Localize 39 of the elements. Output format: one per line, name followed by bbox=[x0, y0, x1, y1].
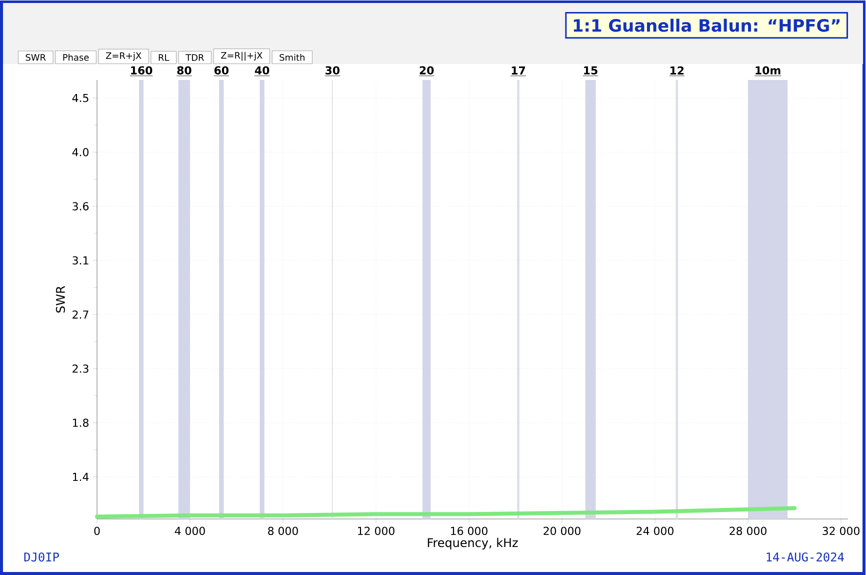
y-tick-label: 2.3 bbox=[72, 364, 88, 373]
x-axis-title: Frequency, kHz bbox=[428, 538, 518, 550]
band-label: 60 bbox=[214, 66, 228, 74]
y-tick-label: 4.5 bbox=[72, 94, 88, 102]
text: Smith bbox=[280, 54, 304, 61]
text: Z=R+jX bbox=[106, 52, 142, 61]
x-tick-label: 28 000 bbox=[730, 526, 766, 536]
text: Phase bbox=[63, 54, 89, 61]
y-axis-title: SWR bbox=[56, 286, 65, 313]
text: SWR bbox=[26, 54, 46, 61]
text: DJ0IP bbox=[24, 552, 59, 562]
band-label: 80 bbox=[177, 66, 192, 74]
y-tick-label: 1.4 bbox=[73, 472, 89, 481]
x-tick-label: 4 000 bbox=[174, 526, 205, 536]
y-tick-label: 3.6 bbox=[72, 202, 89, 210]
y-tick-label: 1.8 bbox=[73, 418, 88, 427]
band-label: 20 bbox=[420, 66, 434, 74]
band-label: 15 bbox=[584, 66, 598, 74]
x-tick-label: 32 000 bbox=[822, 526, 860, 536]
x-tick-label: 0 bbox=[94, 526, 100, 536]
y-tick-label: 4.0 bbox=[72, 148, 88, 156]
text: Z=R||+jX bbox=[221, 52, 262, 61]
band-label: 12 bbox=[670, 66, 684, 74]
text: RL bbox=[158, 54, 170, 61]
x-tick-label: 12 000 bbox=[358, 526, 394, 536]
x-tick-label: 16 000 bbox=[451, 526, 488, 536]
chart-title: 1:1 Guanella Balun: “HPFG” bbox=[574, 18, 840, 32]
band-label: 10m bbox=[756, 66, 780, 74]
text: 14-AUG-2024 bbox=[766, 552, 844, 562]
band-label: 30 bbox=[326, 66, 340, 74]
y-tick-label: 3.1 bbox=[72, 256, 88, 265]
x-tick-label: 20 000 bbox=[544, 526, 580, 536]
band-label: 17 bbox=[512, 66, 526, 74]
text: TDR bbox=[186, 54, 204, 61]
x-tick-label: 24 000 bbox=[636, 526, 674, 536]
y-tick-label: 2.7 bbox=[72, 310, 88, 319]
x-tick-label: 8 000 bbox=[268, 526, 298, 536]
band-label: 160 bbox=[131, 66, 152, 74]
band-label: 40 bbox=[254, 66, 270, 74]
